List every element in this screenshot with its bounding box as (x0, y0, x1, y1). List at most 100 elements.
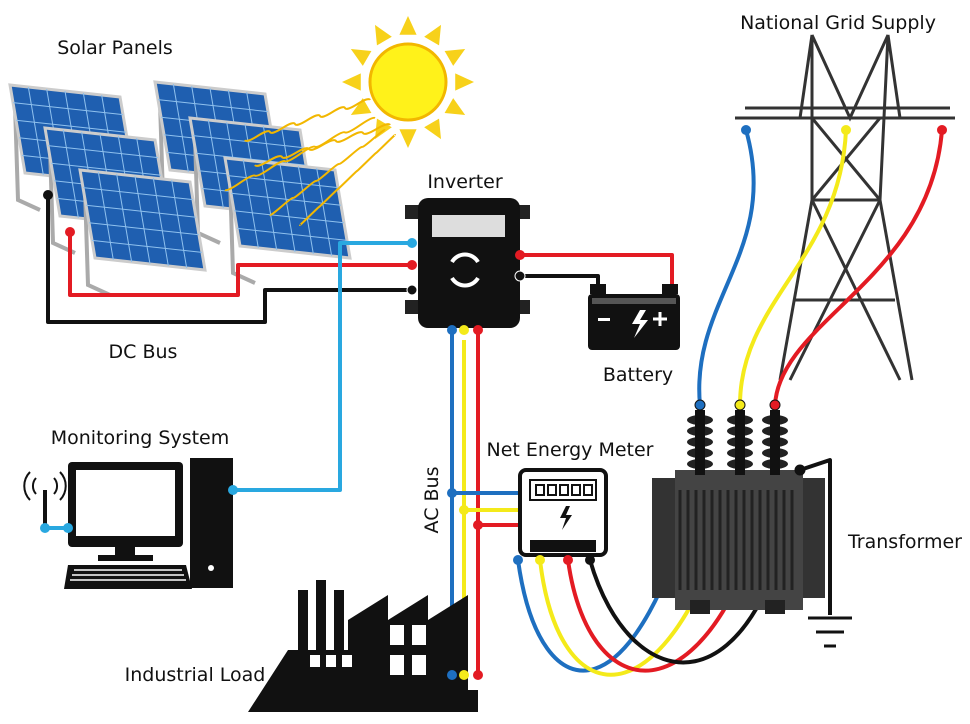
inverter-part (406, 284, 418, 296)
connectors-part (459, 505, 469, 515)
solar-panels-part (13, 104, 41, 212)
inverter-part (407, 238, 417, 248)
sun-part (298, 133, 397, 227)
inverter-part (514, 270, 526, 282)
monitoring-computer-part (115, 547, 135, 557)
transformer-part (765, 600, 785, 614)
battery-part (590, 284, 606, 294)
inverter-part (450, 252, 480, 288)
inverter-part (447, 325, 457, 335)
solar-panels-part (97, 171, 114, 261)
connectors-part (937, 125, 947, 135)
wires-part (68, 232, 412, 297)
industrial-load-part (459, 670, 469, 680)
monitoring-computer-part (64, 565, 192, 589)
inverter-part (515, 250, 525, 260)
solar-panels-part (172, 83, 189, 173)
battery-part (653, 312, 667, 326)
monitoring-computer-part (40, 523, 50, 533)
solar-panels-part (171, 179, 188, 269)
sun-part (375, 24, 392, 46)
net-energy-meter-part (530, 540, 596, 552)
solar-panels-part (50, 162, 162, 176)
sun-part (350, 49, 372, 66)
label: Monitoring System (51, 427, 230, 449)
label: Inverter (427, 171, 503, 193)
solar-panels-part (85, 204, 197, 218)
net-energy-meter-part (529, 479, 597, 501)
inverter-part (407, 260, 417, 270)
sun-part (444, 49, 466, 66)
battery-part (662, 284, 678, 294)
sun-part (342, 73, 361, 91)
label: Net Energy Meter (487, 439, 654, 461)
sun-part (368, 42, 448, 122)
bushings-part (695, 410, 705, 475)
net-energy-meter-part (563, 555, 573, 565)
industrial-load-part (310, 625, 426, 675)
bushings-part (794, 464, 806, 476)
solar-panels-part (157, 99, 269, 113)
monitoring-computer (23, 458, 238, 589)
transmission-tower-part (788, 199, 882, 381)
monitoring-computer-part (63, 523, 73, 533)
sun-part (224, 116, 376, 192)
sun-part (455, 73, 474, 91)
solar-panels (8, 80, 352, 297)
industrial-load-part (298, 590, 308, 650)
inverter-part (459, 325, 469, 335)
monitoring-computer-part (76, 470, 175, 536)
solar-panels-part (82, 187, 194, 201)
solar-panels-part (242, 159, 259, 249)
solar-panels-part (134, 175, 151, 265)
net-energy-meter-part (535, 484, 593, 496)
label: Solar Panels (57, 37, 173, 59)
monitoring-computer-part (98, 555, 153, 561)
wires-part (799, 458, 832, 615)
bushings-part (770, 410, 780, 475)
solar-panels-part (83, 189, 111, 297)
solar-panels-part (27, 86, 44, 176)
solar-panels-part (233, 210, 345, 224)
sun-part (244, 98, 371, 142)
connectors-part (741, 125, 751, 135)
transformer-fins (678, 490, 794, 590)
connectors (43, 125, 947, 530)
wires-part (738, 129, 848, 406)
sun-part (399, 129, 417, 148)
connectors-part (447, 488, 457, 498)
wires-part (697, 129, 756, 406)
transformer (652, 399, 825, 614)
ground (808, 616, 852, 648)
battery-part (592, 298, 676, 304)
connectors-part (43, 190, 53, 200)
solar-panels-part (195, 152, 307, 166)
net-energy-meter (513, 468, 608, 565)
wires-part (520, 253, 674, 290)
solar-panels-part (152, 177, 169, 267)
inverter-part (432, 215, 505, 237)
label: Industrial Load (125, 664, 266, 686)
solar-panels-part (62, 129, 79, 219)
net-energy-meter-part (585, 555, 595, 565)
battery (588, 284, 680, 350)
sun (224, 16, 474, 227)
transformer-part (690, 600, 710, 614)
industrial-load-part (334, 590, 344, 650)
net-energy-meter-part (535, 555, 545, 565)
battery-part (598, 318, 610, 321)
solar-panels-part (297, 165, 314, 255)
wires-part (233, 241, 412, 492)
transmission-tower-part (878, 34, 914, 381)
monitoring-computer-part (70, 569, 186, 581)
sun-part (350, 98, 372, 115)
industrial-load-part (248, 595, 478, 712)
solar-panels-part (47, 145, 159, 159)
transmission-tower (735, 34, 955, 381)
connectors-part (473, 520, 483, 530)
bushings-part (769, 399, 781, 411)
label: National Grid Supply (740, 12, 936, 34)
label: Transformer (847, 531, 962, 553)
bushings (687, 399, 806, 476)
